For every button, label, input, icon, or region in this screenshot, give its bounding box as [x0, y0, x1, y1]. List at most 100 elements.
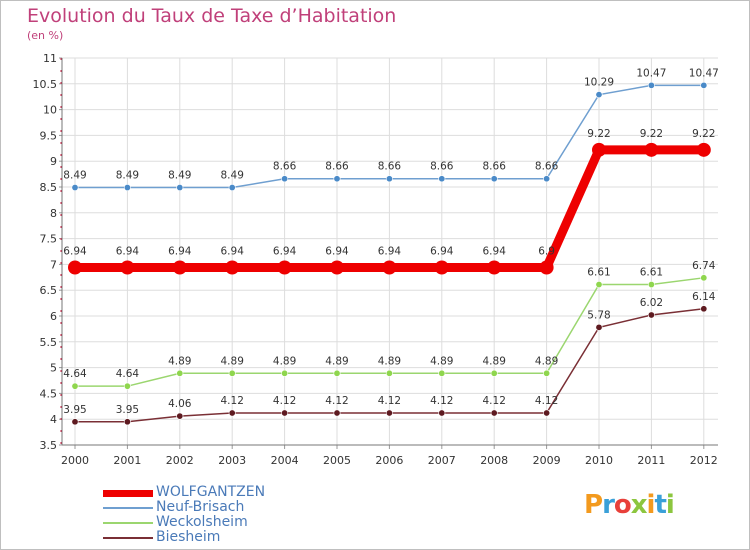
- proxiti-logo: Proxiti: [584, 490, 675, 520]
- data-point: [123, 418, 131, 426]
- data-point: [176, 369, 184, 377]
- data-label: 6.9: [538, 245, 555, 257]
- data-label: 9.22: [692, 128, 715, 140]
- y-tick-label: 10.5: [33, 78, 58, 91]
- data-label: 6.02: [640, 297, 663, 309]
- data-point: [281, 409, 289, 417]
- logo-letter: i: [665, 490, 675, 520]
- data-point: [700, 305, 708, 313]
- data-label: 6.94: [430, 245, 454, 257]
- data-point: [644, 142, 659, 157]
- data-point: [71, 184, 79, 192]
- data-label: 8.49: [221, 170, 244, 182]
- data-point: [176, 412, 184, 420]
- data-label: 6.74: [692, 260, 716, 272]
- data-label: 4.89: [535, 355, 558, 367]
- data-label: 9.22: [587, 128, 610, 140]
- data-point: [647, 311, 655, 319]
- data-label: 8.66: [273, 161, 297, 173]
- data-label: 4.89: [168, 355, 191, 367]
- data-point: [543, 409, 551, 417]
- data-label: 4.89: [221, 355, 244, 367]
- data-point: [385, 175, 393, 183]
- data-point: [281, 175, 289, 183]
- y-tick-label: 6: [50, 310, 57, 323]
- x-tick-label: 2002: [166, 454, 194, 467]
- y-tick-label: 5.5: [40, 336, 58, 349]
- y-tick-label: 10: [43, 104, 57, 117]
- y-tick-label: 4.5: [40, 387, 58, 400]
- data-label: 6.94: [116, 245, 140, 257]
- data-label: 8.66: [430, 161, 454, 173]
- data-point: [543, 175, 551, 183]
- data-label: 4.12: [535, 395, 558, 407]
- legend-label: Weckolsheim: [156, 514, 248, 530]
- data-label: 4.89: [430, 355, 453, 367]
- data-point: [700, 81, 708, 89]
- data-point: [490, 409, 498, 417]
- data-point: [172, 260, 187, 275]
- data-label: 5.78: [587, 309, 610, 321]
- data-point: [277, 260, 292, 275]
- data-point: [595, 91, 603, 99]
- data-label: 4.64: [63, 368, 87, 380]
- data-label: 8.49: [168, 170, 191, 182]
- data-label: 4.12: [273, 395, 296, 407]
- x-tick-label: 2008: [480, 454, 508, 467]
- data-point: [68, 260, 82, 275]
- data-point: [438, 369, 446, 377]
- data-point: [225, 260, 240, 275]
- data-point: [333, 369, 341, 377]
- data-label: 8.66: [325, 161, 349, 173]
- legend-label: Neuf-Brisach: [156, 499, 245, 515]
- data-point: [543, 369, 551, 377]
- data-point: [385, 369, 393, 377]
- data-label: 6.94: [168, 245, 192, 257]
- data-point: [595, 281, 603, 289]
- data-point: [696, 142, 711, 157]
- x-tick-label: 2005: [323, 454, 351, 467]
- x-tick-label: 2007: [428, 454, 456, 467]
- logo-letter: t: [654, 490, 666, 520]
- data-point: [330, 260, 344, 275]
- y-tick-label: 7: [50, 258, 57, 271]
- data-label: 6.14: [692, 291, 716, 303]
- data-label: 8.49: [63, 170, 86, 182]
- data-label: 8.49: [116, 170, 139, 182]
- data-point: [120, 260, 135, 275]
- data-point: [490, 369, 498, 377]
- data-label: 6.61: [587, 267, 610, 279]
- y-tick-label: 11: [43, 52, 57, 65]
- legend-swatch: [103, 537, 153, 539]
- data-label: 4.89: [483, 355, 506, 367]
- data-label: 4.89: [273, 355, 296, 367]
- x-tick-label: 2003: [218, 454, 246, 467]
- x-tick-label: 2011: [637, 454, 665, 467]
- data-point: [700, 274, 708, 282]
- y-tick-label: 6.5: [40, 284, 58, 297]
- logo-letter: P: [584, 490, 603, 520]
- data-label: 8.66: [483, 161, 507, 173]
- data-label: 4.89: [378, 355, 401, 367]
- chart-title: Evolution du Taux de Taxe d’Habitation: [27, 5, 397, 27]
- data-label: 6.61: [640, 267, 663, 279]
- data-label: 4.89: [325, 355, 348, 367]
- legend-swatch: [103, 522, 153, 524]
- x-tick-label: 2001: [113, 454, 141, 467]
- data-label: 10.47: [689, 67, 719, 79]
- x-tick-label: 2010: [585, 454, 613, 467]
- data-point: [490, 175, 498, 183]
- data-point: [228, 184, 236, 192]
- data-label: 4.64: [116, 368, 140, 380]
- data-point: [123, 382, 131, 390]
- chart-subtitle: (en %): [27, 29, 64, 42]
- y-tick-label: 8: [50, 207, 57, 220]
- y-tick-label: 9.5: [40, 129, 58, 142]
- data-point: [595, 323, 603, 331]
- data-label: 6.94: [221, 245, 245, 257]
- data-label: 6.94: [483, 245, 507, 257]
- data-label: 6.94: [378, 245, 402, 257]
- logo-letter: r: [602, 490, 615, 520]
- logo-letter: i: [646, 490, 656, 520]
